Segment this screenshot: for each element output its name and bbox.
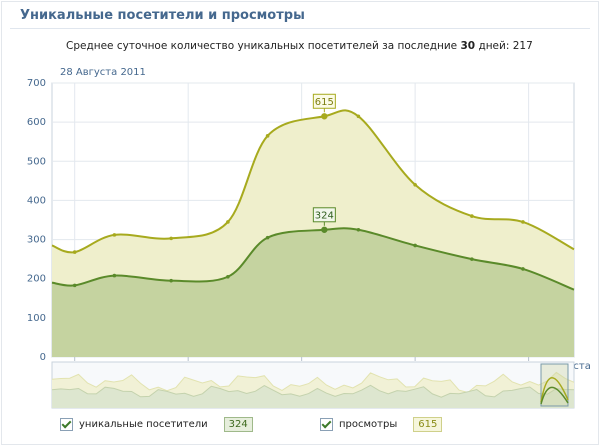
- summary-suffix: дней: 217: [478, 40, 533, 52]
- summary-text: Среднее суточное количество уникальных п…: [66, 40, 533, 52]
- data-point: [72, 283, 77, 288]
- data-point: [169, 278, 173, 283]
- data-point: [521, 267, 525, 271]
- visitors-legend-value: 324: [223, 417, 253, 432]
- highlight-badge: [312, 93, 336, 109]
- y-tick-label: 300: [27, 235, 46, 246]
- y-tick-label: 600: [27, 117, 46, 128]
- data-point: [112, 233, 117, 237]
- data-point: [72, 250, 77, 254]
- data-point: [226, 220, 230, 224]
- summary-prefix: Среднее суточное количество уникальных п…: [66, 40, 458, 52]
- title-divider: [10, 28, 590, 29]
- y-tick-label: 700: [27, 78, 46, 89]
- navigator-area: [52, 385, 574, 408]
- data-point: [413, 243, 417, 248]
- series-area: [52, 228, 574, 357]
- y-tick-label: 0: [40, 352, 46, 363]
- data-point: [226, 274, 230, 279]
- views-legend-value: 615: [413, 417, 443, 432]
- highlight-value-label: 615: [315, 97, 334, 108]
- y-tick-label: 500: [27, 156, 46, 167]
- data-point: [470, 257, 474, 261]
- legend-views[interactable]: просмотры 615: [320, 417, 443, 432]
- data-point: [112, 273, 117, 278]
- navigator-line: [51, 384, 575, 398]
- highlight-point: [321, 113, 328, 120]
- navigator-selection-visitors: [540, 386, 569, 405]
- data-point: [470, 214, 474, 218]
- data-point: [413, 182, 417, 187]
- section-title: Уникальные посетители и просмотры: [20, 8, 305, 23]
- visitors-legend-label: уникальные посетители: [79, 419, 208, 430]
- highlight-point: [321, 226, 328, 233]
- navigator-selection-views: [540, 377, 569, 403]
- data-point: [521, 220, 525, 224]
- highlight-badge: [312, 207, 336, 223]
- y-tick-label: 400: [27, 195, 46, 206]
- data-point: [356, 114, 361, 119]
- y-tick-label: 200: [27, 274, 46, 285]
- data-point: [265, 235, 270, 240]
- legend-visitors[interactable]: уникальные посетители 324: [60, 417, 253, 432]
- highlight-value-label: 324: [315, 210, 334, 221]
- y-tick-label: 100: [27, 313, 46, 324]
- data-point: [265, 134, 270, 138]
- summary-days: 30: [460, 40, 476, 52]
- views-checkbox[interactable]: [320, 418, 333, 431]
- visitors-checkbox[interactable]: [60, 418, 73, 431]
- selected-date-label: 28 Августа 2011: [60, 67, 146, 78]
- views-legend-label: просмотры: [339, 419, 398, 430]
- data-point: [356, 227, 361, 232]
- navigator-line: [51, 371, 575, 394]
- data-point: [169, 236, 173, 241]
- series-line: [51, 227, 575, 291]
